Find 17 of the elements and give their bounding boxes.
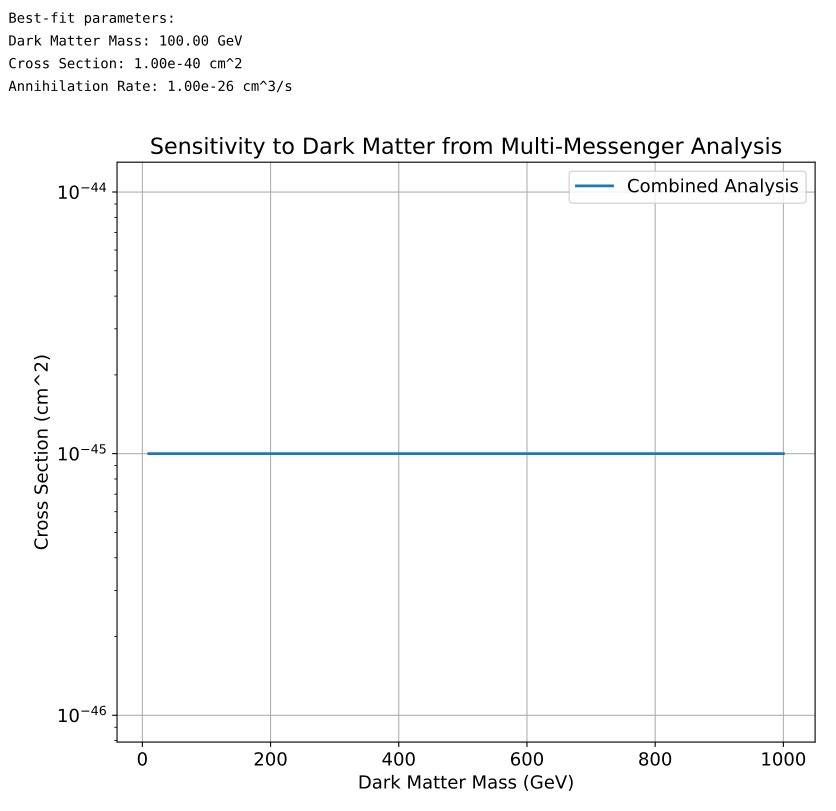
text: Annihilation Rate: 1.00e-26 cm^3/s [8, 80, 292, 92]
y-axis-title: Cross Section (cm^2) [34, 356, 50, 550]
x-tick-label: 400 [382, 752, 415, 766]
legend-label: Combined Analysis [628, 178, 798, 196]
chart-title: Sensitivity to Dark Matter from Multi-Messenger Analysis [151, 136, 782, 158]
text: Cross Section: 1.00e-40 cm^2 [9, 58, 242, 68]
x-tick-label: 200 [254, 752, 287, 766]
x-tick-label: 1000 [762, 752, 806, 766]
x-tick-label: 600 [510, 752, 543, 766]
text: Dark Matter Mass: 100.00 GeV [9, 34, 242, 46]
y-tick-label: 10$^{−45}$ [58, 444, 106, 461]
x-tick-label: 800 [639, 752, 672, 766]
y-tick-label: 10$^{−46}$ [58, 706, 106, 722]
y-tick-label: 10$^{−44}$ [58, 182, 106, 200]
x-tick-label: 0 [138, 752, 147, 766]
text: Best-fit parameters: [9, 12, 172, 26]
x-axis-title: Dark Matter Mass (GeV) [360, 774, 573, 791]
